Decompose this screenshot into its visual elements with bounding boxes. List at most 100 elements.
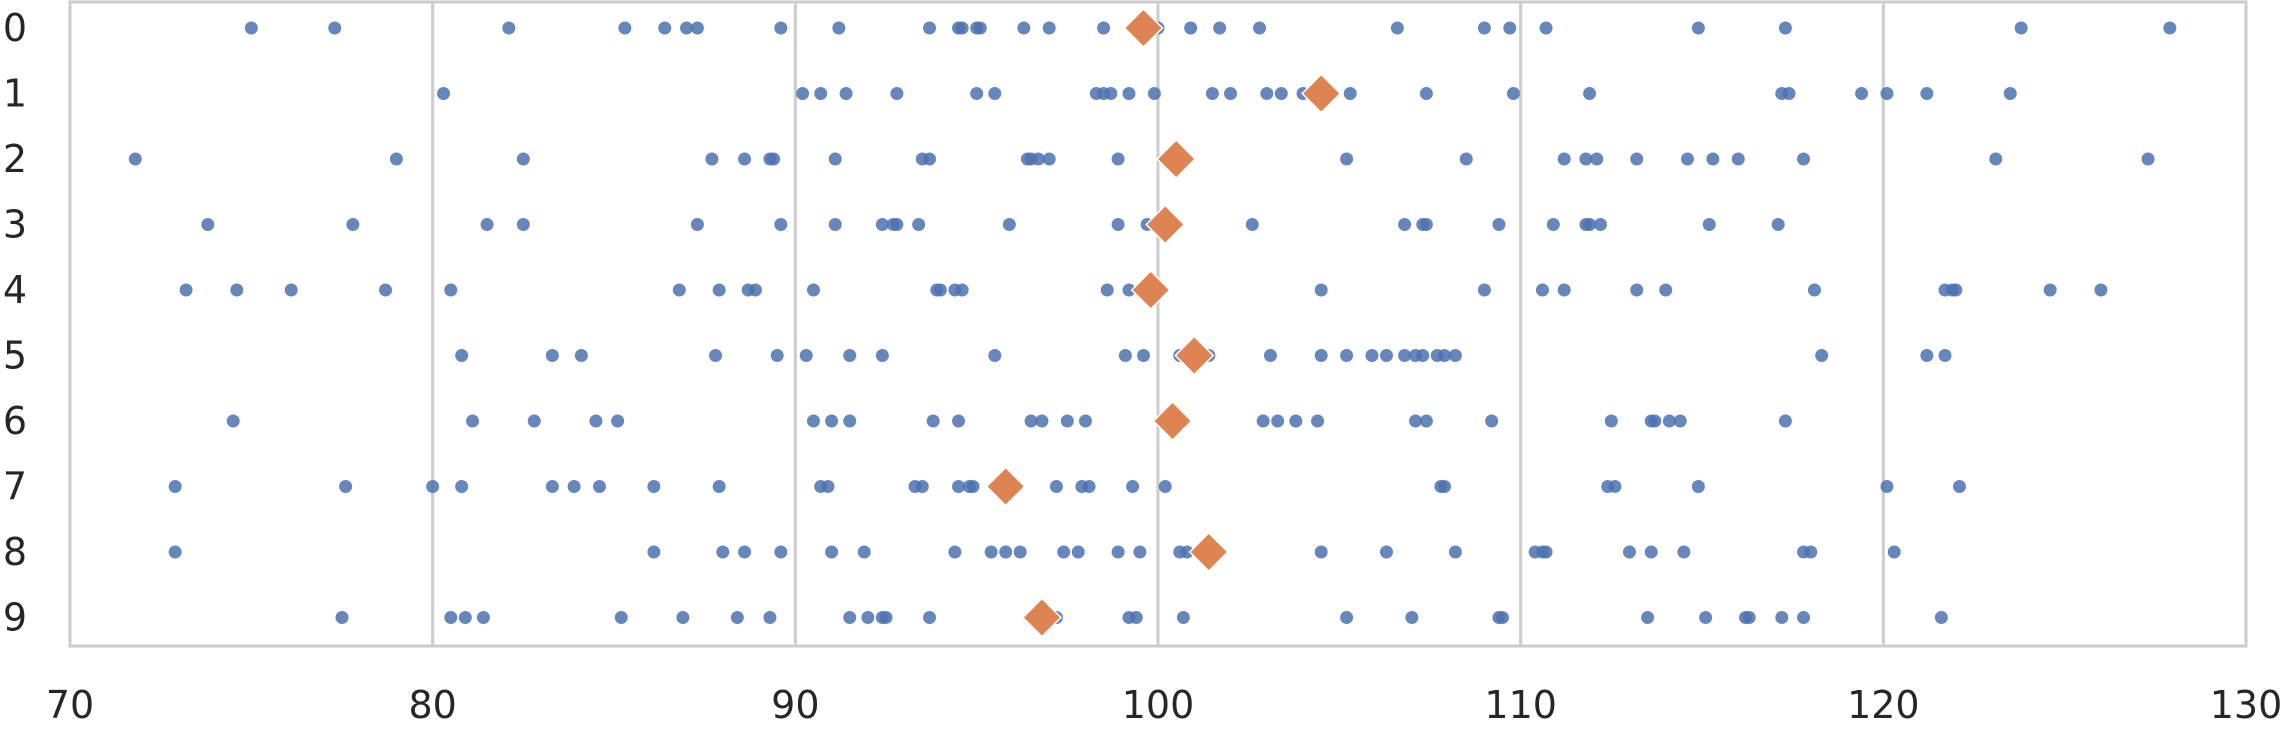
data-point (592, 480, 606, 493)
data-point (1673, 414, 1687, 428)
data-point (1126, 480, 1140, 493)
data-point (502, 21, 516, 35)
data-point (821, 480, 835, 493)
data-point (1546, 218, 1560, 231)
data-point (948, 545, 962, 559)
y-tick-label: 2 (3, 137, 27, 181)
data-point (647, 480, 661, 493)
x-tick-label: 90 (771, 683, 819, 727)
mean-marker (1145, 204, 1186, 245)
data-point (1778, 21, 1792, 35)
data-point (284, 283, 298, 297)
data-point (545, 349, 559, 362)
data-point (1880, 480, 1894, 493)
data-point (1340, 349, 1354, 362)
data-point (1438, 480, 1452, 493)
data-point (1989, 152, 2003, 166)
data-point (999, 545, 1013, 559)
data-point (955, 21, 969, 35)
data-point (1641, 611, 1655, 624)
data-point (1253, 21, 1267, 35)
data-point (1100, 283, 1114, 297)
data-point (1379, 545, 1393, 559)
data-point (875, 349, 889, 362)
data-point (179, 283, 193, 297)
y-tick-label: 8 (3, 530, 27, 574)
mean-marker (985, 466, 1026, 507)
data-point (738, 152, 752, 166)
data-point (716, 545, 730, 559)
data-point (379, 283, 393, 297)
data-point (1557, 152, 1571, 166)
data-point (814, 87, 828, 100)
data-point (1271, 414, 1285, 428)
data-point (1630, 283, 1644, 297)
data-point (168, 480, 182, 493)
data-point (1180, 545, 1194, 559)
data-point (455, 480, 469, 493)
data-point (1082, 480, 1096, 493)
data-point (1035, 414, 1049, 428)
y-tick-label: 3 (3, 203, 27, 247)
data-point (1340, 152, 1354, 166)
y-tick-label: 1 (3, 72, 27, 116)
data-point (839, 87, 853, 100)
data-point (1630, 152, 1644, 166)
data-point (618, 21, 632, 35)
data-point (1398, 218, 1412, 231)
data-point (1782, 87, 1796, 100)
data-point (346, 218, 360, 231)
data-point (1408, 414, 1422, 428)
data-point (1731, 152, 1745, 166)
data-point (1256, 414, 1270, 428)
data-point (774, 545, 788, 559)
data-point (767, 152, 781, 166)
data-point (1042, 21, 1056, 35)
data-point (966, 480, 980, 493)
data-point (527, 414, 541, 428)
data-point (476, 611, 490, 624)
data-point (1390, 21, 1404, 35)
data-point (1691, 480, 1705, 493)
data-points (128, 21, 2177, 624)
data-point (843, 414, 857, 428)
data-point (1593, 218, 1607, 231)
x-tick-label: 130 (2210, 683, 2283, 727)
data-point (437, 87, 451, 100)
data-point (676, 611, 690, 624)
data-point (2163, 21, 2177, 35)
data-point (796, 87, 810, 100)
data-point (1539, 21, 1553, 35)
data-point (1398, 349, 1412, 362)
data-point (1797, 152, 1811, 166)
data-point (1503, 21, 1517, 35)
data-point (1771, 218, 1785, 231)
data-point (763, 611, 777, 624)
data-point (1644, 545, 1658, 559)
data-point (1060, 414, 1074, 428)
data-point (890, 87, 904, 100)
data-point (2043, 283, 2057, 297)
data-point (680, 21, 694, 35)
data-point (1049, 480, 1063, 493)
data-point (1477, 283, 1491, 297)
data-point (1557, 283, 1571, 297)
data-point (1184, 21, 1198, 35)
data-point (1662, 414, 1676, 428)
data-point (2094, 283, 2108, 297)
data-point (806, 283, 820, 297)
data-point (1419, 218, 1433, 231)
data-point (799, 349, 813, 362)
data-point (545, 480, 559, 493)
x-tick-label: 100 (1122, 683, 1195, 727)
data-point (1343, 87, 1357, 100)
data-point (806, 414, 820, 428)
data-point (1071, 545, 1085, 559)
data-point (879, 611, 893, 624)
data-point (709, 349, 723, 362)
data-point (1699, 611, 1713, 624)
data-point (1448, 545, 1462, 559)
data-point (455, 349, 469, 362)
data-point (1340, 611, 1354, 624)
